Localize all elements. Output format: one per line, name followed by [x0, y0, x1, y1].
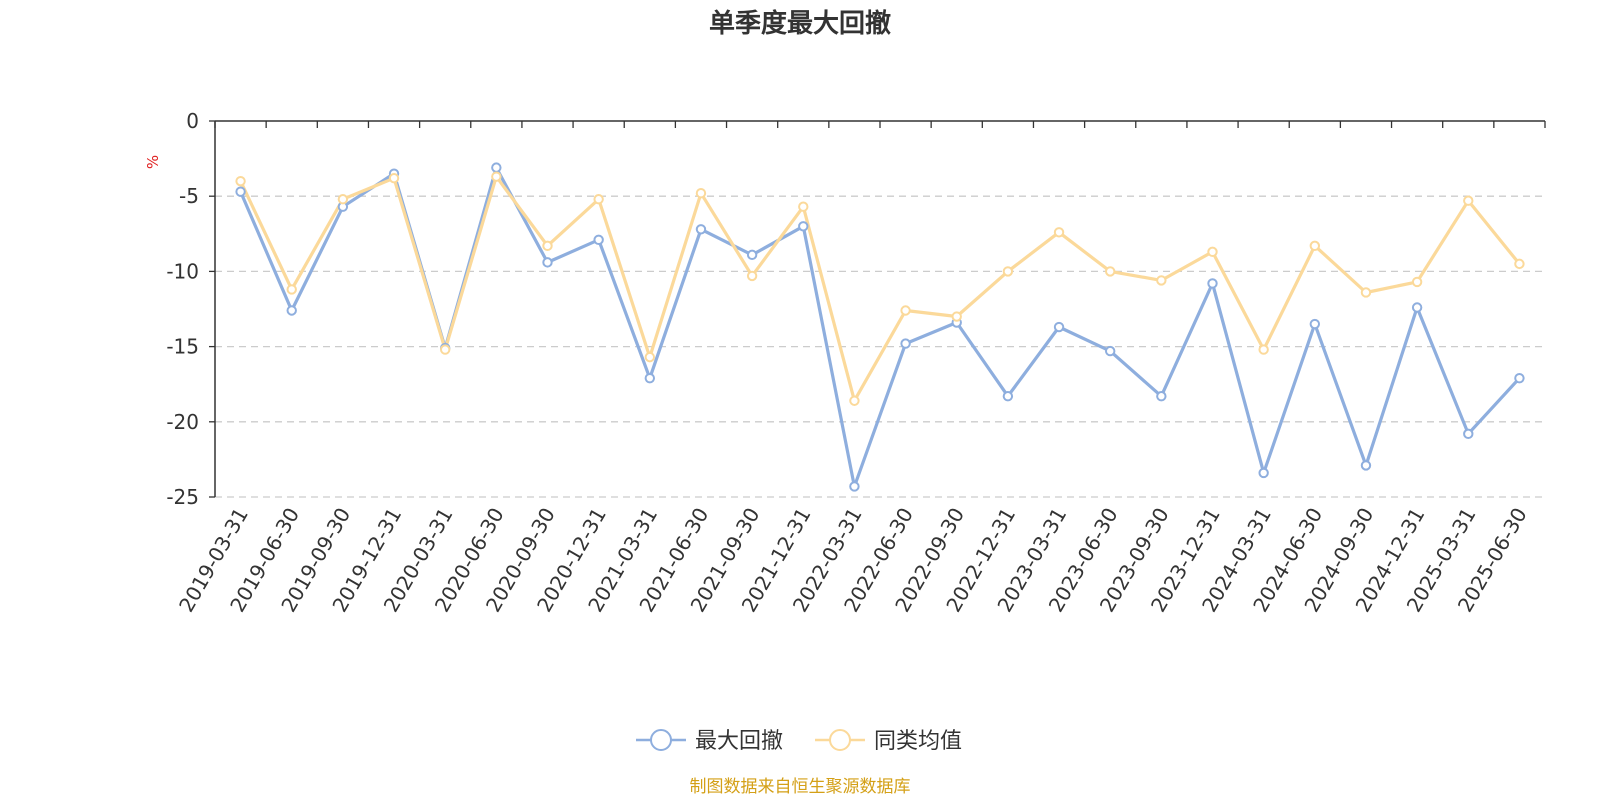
data-point — [1258, 467, 1269, 479]
data-point — [286, 305, 297, 316]
data-point — [900, 305, 911, 316]
data-point — [1002, 391, 1014, 402]
data-point — [593, 194, 604, 205]
series-line-2 — [239, 175, 1521, 403]
data-point — [644, 351, 656, 363]
y-tick-label: -25 — [166, 485, 199, 509]
y-axis-ticks: 0 -5 -10 -15 -20 -25 — [166, 109, 215, 509]
legend-item-2[interactable]: 同类均值 — [815, 729, 962, 754]
legend[interactable]: 最大回撤 同类均值 — [636, 729, 962, 754]
y-tick-label: -5 — [179, 184, 199, 208]
legend-item-1[interactable]: 最大回撤 — [636, 729, 783, 754]
data-point — [695, 187, 707, 199]
data-point — [593, 234, 604, 246]
grid-lines — [215, 195, 1545, 498]
data-point — [337, 194, 349, 205]
data-point — [491, 171, 502, 182]
data-point — [1156, 275, 1167, 286]
legend-circle-icon — [650, 729, 672, 751]
y-tick-label: -15 — [166, 335, 199, 359]
data-point — [1514, 258, 1525, 270]
data-point — [542, 240, 553, 252]
data-point — [1258, 344, 1269, 355]
x-axis-ticks: 2019-03-312019-06-302019-09-302019-12-31… — [174, 121, 1546, 616]
data-point — [388, 172, 400, 184]
source-footer: 制图数据来自恒生聚源数据库 — [690, 777, 911, 797]
data-point — [746, 270, 758, 282]
axes — [214, 120, 1545, 497]
data-point — [951, 311, 962, 322]
y-tick-label: -10 — [166, 259, 199, 283]
data-point — [439, 344, 451, 355]
data-point — [746, 249, 758, 261]
data-point — [1156, 391, 1167, 402]
data-point — [1463, 195, 1474, 206]
data-point — [1514, 372, 1525, 384]
data-point — [1360, 287, 1372, 298]
data-point — [1053, 321, 1065, 333]
data-point — [1207, 246, 1218, 258]
chart-title: 单季度最大回撤 — [709, 8, 891, 39]
data-point — [849, 395, 860, 406]
y-tick-label: -20 — [166, 410, 199, 434]
data-point — [1002, 266, 1014, 277]
data-point — [542, 257, 553, 268]
data-point — [235, 186, 246, 197]
data-point — [644, 372, 656, 384]
y-tick-label: 0 — [186, 109, 199, 133]
y-axis-unit: % — [144, 155, 162, 169]
data-point — [1360, 460, 1372, 471]
data-point — [1411, 302, 1423, 313]
data-point — [1309, 318, 1321, 330]
data-point — [695, 224, 707, 235]
series-group — [235, 162, 1525, 492]
data-point — [1463, 428, 1474, 440]
data-point — [849, 481, 860, 492]
data-point — [798, 201, 809, 212]
series-line-1 — [239, 166, 1521, 489]
legend-circle-icon — [829, 729, 851, 751]
data-point — [1411, 276, 1423, 288]
data-point — [286, 284, 297, 295]
legend-label: 最大回撤 — [695, 729, 783, 754]
data-point — [235, 175, 246, 187]
data-point — [1104, 345, 1116, 357]
data-point — [900, 338, 911, 349]
legend-label: 同类均值 — [874, 729, 962, 754]
data-point — [491, 162, 502, 173]
data-point — [1104, 266, 1116, 277]
data-point — [1053, 227, 1065, 238]
data-point — [1207, 278, 1218, 289]
data-point — [798, 221, 809, 232]
data-point — [1309, 240, 1321, 252]
